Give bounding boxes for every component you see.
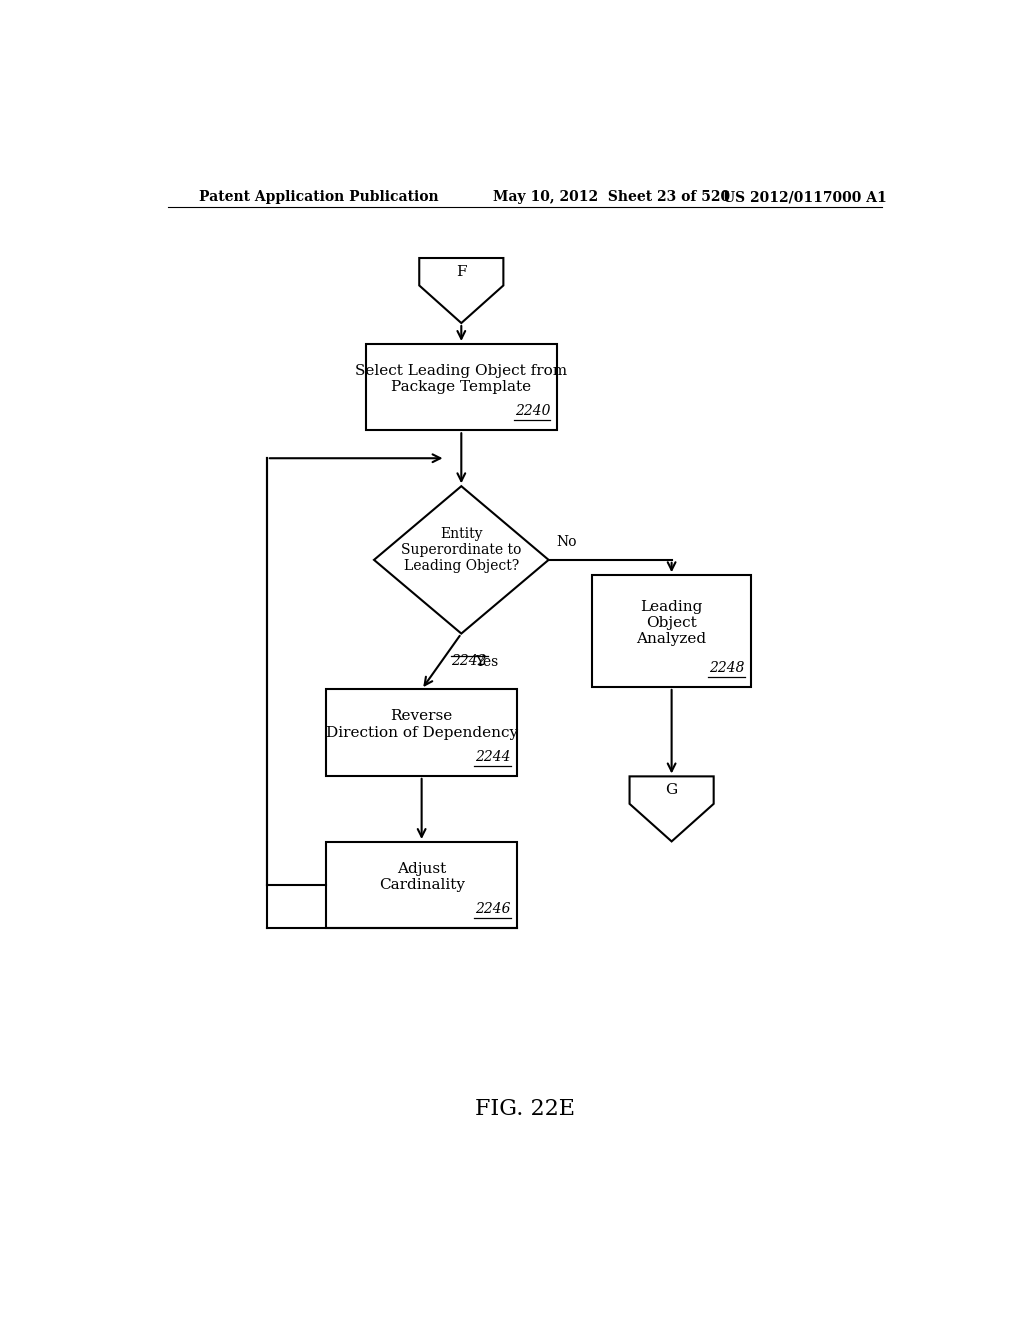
- Bar: [367, 345, 557, 430]
- Text: F: F: [456, 265, 467, 279]
- Text: Reverse
Direction of Dependency: Reverse Direction of Dependency: [326, 709, 518, 739]
- Text: May 10, 2012  Sheet 23 of 520: May 10, 2012 Sheet 23 of 520: [494, 190, 730, 205]
- Text: Select Leading Object from
Package Template: Select Leading Object from Package Templ…: [355, 364, 567, 395]
- Text: G: G: [666, 783, 678, 797]
- Text: Leading
Object
Analyzed: Leading Object Analyzed: [637, 599, 707, 645]
- Text: 2246: 2246: [475, 902, 511, 916]
- Text: US 2012/0117000 A1: US 2012/0117000 A1: [723, 190, 887, 205]
- Text: No: No: [557, 535, 578, 549]
- Text: 2242: 2242: [452, 653, 487, 668]
- Text: Entity
Superordinate to
Leading Object?: Entity Superordinate to Leading Object?: [401, 527, 521, 573]
- Text: 2240: 2240: [515, 404, 550, 418]
- Text: Yes: Yes: [475, 655, 499, 668]
- Text: 2244: 2244: [475, 750, 511, 764]
- Bar: [327, 842, 517, 928]
- Text: 2248: 2248: [710, 661, 744, 675]
- Bar: [327, 689, 517, 776]
- Text: Patent Application Publication: Patent Application Publication: [200, 190, 439, 205]
- Text: Adjust
Cardinality: Adjust Cardinality: [379, 862, 465, 892]
- Bar: [592, 576, 751, 686]
- Text: FIG. 22E: FIG. 22E: [475, 1098, 574, 1119]
